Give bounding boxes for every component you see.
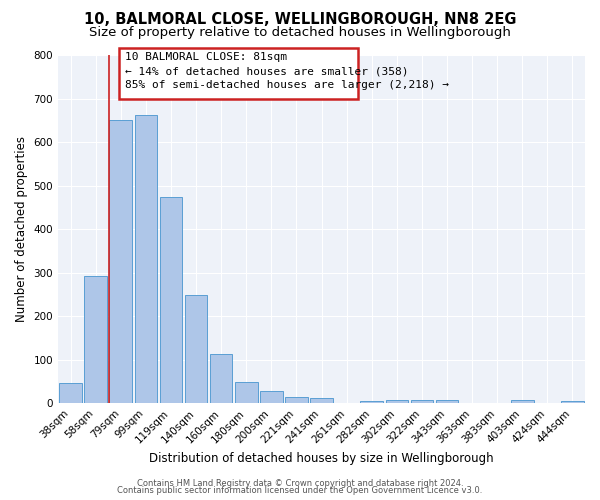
Bar (310, 398, 333, 404)
Bar (511, 400, 533, 404)
FancyBboxPatch shape (119, 48, 358, 98)
Text: 10, BALMORAL CLOSE, WELLINGBOROUGH, NN8 2EG: 10, BALMORAL CLOSE, WELLINGBOROUGH, NN8 … (84, 12, 516, 28)
Text: 10 BALMORAL CLOSE: 81sqm
← 14% of detached houses are smaller (358)
85% of semi-: 10 BALMORAL CLOSE: 81sqm ← 14% of detach… (125, 52, 449, 90)
Bar (210, 354, 232, 404)
Bar (260, 391, 283, 404)
Text: Contains public sector information licensed under the Open Government Licence v3: Contains public sector information licen… (118, 486, 482, 495)
Bar (285, 397, 308, 404)
Bar (59, 383, 82, 404)
Bar (436, 400, 458, 404)
Text: Size of property relative to detached houses in Wellingborough: Size of property relative to detached ho… (89, 26, 511, 39)
Bar (109, 120, 132, 404)
X-axis label: Distribution of detached houses by size in Wellingborough: Distribution of detached houses by size … (149, 452, 494, 465)
Bar (85, 276, 107, 404)
Bar (361, 401, 383, 404)
Bar (160, 196, 182, 404)
Bar (185, 294, 208, 404)
Y-axis label: Number of detached properties: Number of detached properties (15, 136, 28, 322)
Bar (561, 400, 584, 404)
Bar (235, 382, 257, 404)
Bar (134, 116, 157, 404)
Bar (386, 400, 408, 404)
Bar (410, 400, 433, 404)
Text: Contains HM Land Registry data © Crown copyright and database right 2024.: Contains HM Land Registry data © Crown c… (137, 478, 463, 488)
